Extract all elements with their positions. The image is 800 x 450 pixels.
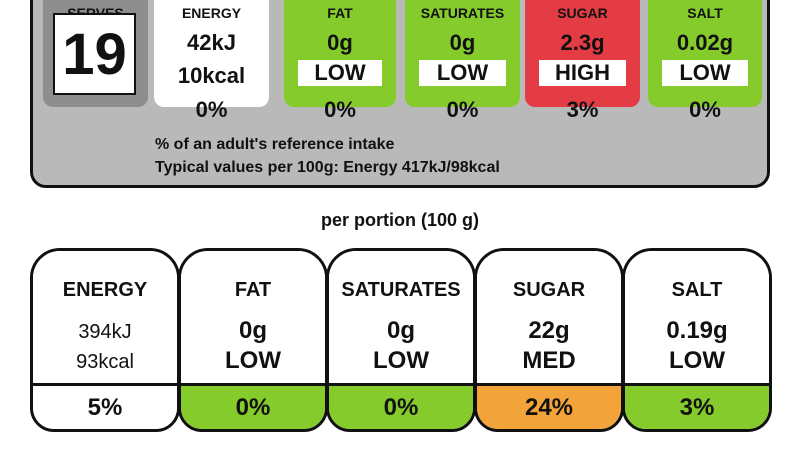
- portion-sugar-heading: SUGAR: [512, 279, 586, 301]
- fat-amount: 0g: [327, 30, 353, 55]
- portion-fat-tile: FAT 0g LOW 0%: [178, 248, 328, 432]
- fat-tile: FAT 0g LOW 0%: [284, 0, 396, 122]
- sugar-amount: 2.3g: [560, 30, 605, 55]
- serves-tile: SERVES 19: [43, 0, 148, 107]
- salt-amount: 0.02g: [676, 30, 734, 55]
- portion-saturates-top: SATURATES 0g LOW: [329, 251, 473, 381]
- portion-salt-tile: SALT 0.19g LOW 3%: [622, 248, 772, 432]
- portion-saturates-amount: 0g: [386, 317, 415, 344]
- per-portion-label: ENERGY 394kJ 93kcal 5% FAT 0g LOW 0% SAT…: [30, 248, 772, 432]
- portion-saturates-percent: 0%: [329, 383, 473, 429]
- reference-intake-note: % of an adult's reference intake Typical…: [155, 133, 500, 179]
- portion-fat-level: LOW: [225, 347, 281, 374]
- sugar-heading: SUGAR: [557, 5, 608, 21]
- portion-fat-heading: FAT: [234, 279, 272, 301]
- fat-heading: FAT: [327, 5, 353, 21]
- reference-intake-panel: SERVES 19 ENERGY 42kJ 10kcal 0% FAT 0g L…: [30, 0, 770, 188]
- saturates-amount: 0g: [449, 30, 476, 55]
- fat-percent: 0%: [324, 97, 356, 122]
- portion-salt-top: SALT 0.19g LOW: [625, 251, 769, 381]
- portion-energy-percent: 5%: [33, 383, 177, 429]
- portion-saturates-level: LOW: [373, 347, 429, 374]
- portion-salt-level: LOW: [669, 347, 725, 374]
- salt-level: LOW: [662, 60, 748, 86]
- portion-energy-tile: ENERGY 394kJ 93kcal 5%: [30, 248, 180, 432]
- salt-percent: 0%: [689, 97, 721, 122]
- portion-caption: per portion (100 g): [320, 210, 479, 230]
- portion-salt-percent: 3%: [625, 383, 769, 429]
- portion-sugar-amount: 22g: [528, 317, 570, 344]
- portion-fat-percent: 0%: [181, 383, 325, 429]
- energy-percent: 0%: [195, 97, 228, 122]
- portion-sugar-top: SUGAR 22g MED: [477, 251, 621, 381]
- saturates-level: LOW: [419, 60, 506, 86]
- portion-salt-amount: 0.19g: [666, 317, 728, 344]
- portion-salt-heading: SALT: [671, 279, 723, 301]
- portion-sugar-percent: 24%: [477, 383, 621, 429]
- saturates-heading: SATURATES: [420, 5, 505, 21]
- fat-level: LOW: [298, 60, 382, 86]
- saturates-percent: 0%: [446, 97, 479, 122]
- typical-values-line: Typical values per 100g: Energy 417kJ/98…: [155, 159, 500, 176]
- portion-fat-amount: 0g: [238, 317, 267, 344]
- sugar-tile: SUGAR 2.3g HIGH 3%: [525, 0, 640, 122]
- salt-tile: SALT 0.02g LOW 0%: [648, 0, 762, 122]
- energy-kcal: 10kcal: [177, 63, 246, 88]
- portion-fat-top: FAT 0g LOW: [181, 251, 325, 381]
- portion-sugar-tile: SUGAR 22g MED 24%: [474, 248, 624, 432]
- reference-intake-line: % of an adult's reference intake: [155, 136, 395, 153]
- saturates-tile: SATURATES 0g LOW 0%: [405, 0, 520, 122]
- sugar-level: HIGH: [539, 60, 626, 86]
- serves-count: 19: [53, 13, 136, 95]
- energy-heading: ENERGY: [181, 5, 242, 21]
- portion-saturates-tile: SATURATES 0g LOW 0%: [326, 248, 476, 432]
- portion-energy-heading: ENERGY: [62, 279, 148, 301]
- salt-heading: SALT: [687, 5, 723, 21]
- portion-saturates-heading: SATURATES: [341, 279, 461, 301]
- energy-kj: 42kJ: [187, 30, 236, 55]
- energy-tile: ENERGY 42kJ 10kcal 0%: [154, 0, 269, 122]
- portion-sugar-level: MED: [522, 347, 576, 374]
- portion-energy-top: ENERGY 394kJ 93kcal: [33, 251, 177, 381]
- portion-energy-kcal: 93kcal: [76, 351, 134, 373]
- sugar-percent: 3%: [566, 97, 599, 122]
- portion-energy-kj: 394kJ: [78, 321, 132, 343]
